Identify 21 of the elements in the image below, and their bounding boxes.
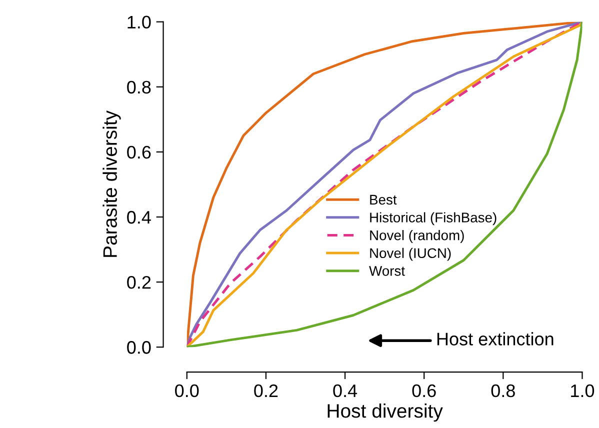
annotation: Host extinction [437, 332, 554, 346]
y-tick-label: 0.2 [127, 276, 151, 289]
y-tick-label: 0.6 [127, 146, 151, 159]
legend-label: Novel (IUCN) [370, 248, 451, 261]
y-tick-label: 0.0 [127, 341, 151, 354]
legend-label: Worst [369, 266, 405, 276]
x-tick-label: 0.8 [491, 384, 515, 398]
x-tick-label: 0.4 [333, 384, 358, 398]
x-tick-label: 0.0 [175, 384, 199, 398]
legend-label: Novel (random) [370, 230, 464, 243]
x-tick-label: 0.2 [254, 384, 278, 398]
legend-label: Historical (FishBase) [370, 212, 496, 226]
line-series [186, 22, 582, 348]
y-tick-label: 0.8 [127, 80, 151, 94]
x-tick-label: 1.0 [571, 384, 594, 398]
x-axis-title: Host diversity [328, 404, 443, 422]
y-axis-title: Parasite diversity [102, 110, 121, 257]
legend-label: Best [370, 194, 397, 205]
y-tick-label: 0.4 [127, 210, 151, 224]
y-tick-label: 1.0 [128, 16, 151, 29]
x-tick-label: 0.6 [412, 384, 436, 398]
